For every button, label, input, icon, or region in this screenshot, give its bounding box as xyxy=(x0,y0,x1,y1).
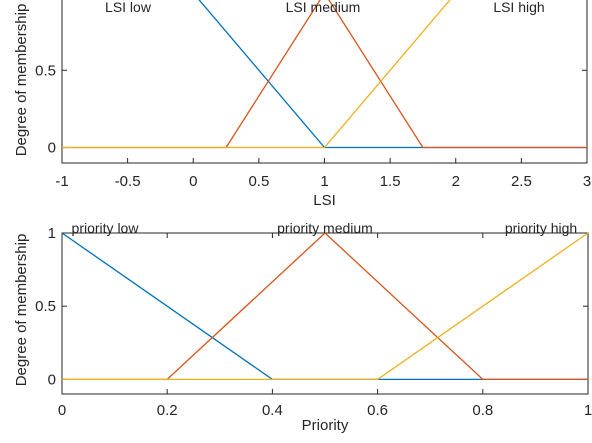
series-label: priority low xyxy=(72,220,140,236)
x-tick-label: 0.5 xyxy=(248,173,269,190)
series-line-1 xyxy=(62,232,588,381)
x-tick-label: 0 xyxy=(189,173,197,190)
series-line-0 xyxy=(61,232,588,381)
lsi-membership-chart: -1 -0.5 0 0.5 1 1.5 2 2.5 3 0 0.5 1 LSI low LSI mediu… xyxy=(13,0,591,209)
x-tick-label: -0.5 xyxy=(115,173,141,190)
plot-area-frame xyxy=(61,0,588,164)
x-tick-label: 2.5 xyxy=(511,173,532,190)
series-line-0 xyxy=(198,0,587,149)
y-tick-label: 1 xyxy=(48,225,56,242)
series-line-1 xyxy=(62,0,587,149)
x-axis-label: Priority xyxy=(302,417,349,434)
x-tick-label: 0.8 xyxy=(472,402,493,419)
x-tick-label: 0 xyxy=(58,402,66,419)
series-line-2 xyxy=(62,232,589,381)
y-axis-label: Degree of membership xyxy=(13,234,30,387)
series-label: LSI low xyxy=(105,0,152,15)
x-tick-label: 2 xyxy=(452,173,460,190)
y-tick-label: 0.5 xyxy=(35,298,56,315)
x-tick-label: 1.5 xyxy=(380,173,401,190)
series-label: LSI medium xyxy=(286,0,361,15)
y-tick-label: 0 xyxy=(48,371,56,388)
y-tick-label: 1 xyxy=(48,0,56,2)
series-line-2 xyxy=(62,0,451,149)
y-axis-label: Degree of membership xyxy=(13,4,30,157)
priority-membership-chart: 0 0.2 0.4 0.6 0.8 1 0 0.5 1 priority low priority … xyxy=(13,220,592,434)
x-tick-label: 1 xyxy=(320,173,328,190)
series-label: LSI high xyxy=(493,0,544,15)
y-tick-label: 0.5 xyxy=(35,62,56,79)
x-tick-label: 0.4 xyxy=(262,402,283,419)
x-tick-label: -1 xyxy=(55,173,68,190)
series-label: priority high xyxy=(505,220,577,236)
x-axis-label: LSI xyxy=(313,192,336,209)
series-label: priority medium xyxy=(277,220,373,236)
x-tick-label: 1 xyxy=(584,402,592,419)
y-tick-label: 0 xyxy=(48,140,56,157)
x-tick-label: 0.6 xyxy=(367,402,388,419)
x-tick-label: 3 xyxy=(583,173,591,190)
plot-area-frame xyxy=(61,232,589,395)
x-tick-label: 0.2 xyxy=(157,402,178,419)
